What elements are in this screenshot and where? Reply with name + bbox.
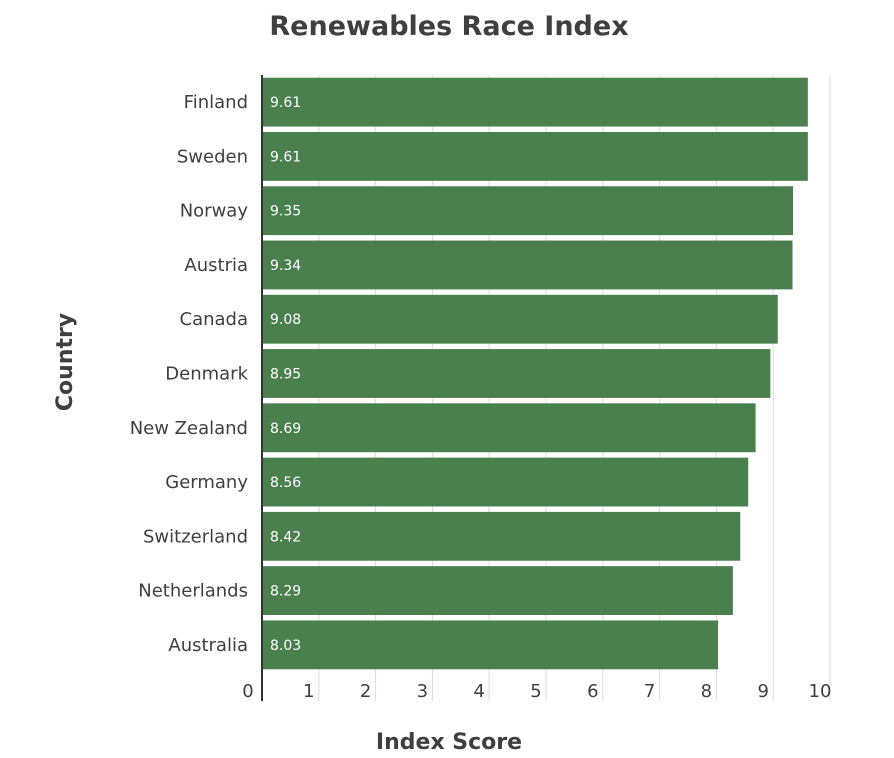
- x-tick-label: 6: [587, 681, 598, 702]
- bar: [262, 457, 749, 507]
- bars: 9.61 9.61 9.35 9.34 9.08 8.95 8.69 8.56 8.42 8.29…: [262, 77, 808, 670]
- bar: [262, 186, 794, 236]
- category-label: Netherlands: [138, 581, 248, 602]
- data-label: 9.61: [270, 95, 301, 111]
- bar: [262, 77, 808, 127]
- data-label: 8.56: [270, 475, 301, 491]
- y-axis-title: Country: [53, 313, 78, 411]
- x-axis-title: Index Score: [376, 730, 522, 755]
- category-label: Canada: [180, 309, 249, 330]
- data-label: 9.35: [270, 204, 301, 220]
- category-label: Finland: [184, 92, 248, 113]
- category-label: Australia: [168, 635, 248, 656]
- bar: [262, 403, 756, 453]
- x-tick-label: 9: [757, 681, 768, 702]
- category-label: Sweden: [177, 146, 248, 167]
- x-tick-label: 4: [473, 681, 484, 702]
- data-label: 8.69: [270, 421, 301, 437]
- x-tick-label: 5: [530, 681, 541, 702]
- x-tick-label: 8: [701, 681, 712, 702]
- bar: [262, 511, 741, 561]
- data-label: 8.95: [270, 367, 301, 383]
- bar: [262, 349, 771, 398]
- bar: [262, 240, 793, 290]
- bar: [262, 131, 808, 181]
- data-label: 8.42: [270, 529, 301, 545]
- x-tick-labels: 0 1 2 3 4 5 6 7 8 9 10: [242, 681, 831, 702]
- category-labels: Finland Sweden Norway Austria Canada Denmark N…: [130, 92, 249, 656]
- bar: [262, 620, 719, 670]
- chart-title: Renewables Race Index: [269, 11, 628, 42]
- x-tick-label: 7: [644, 681, 655, 702]
- category-label: New Zealand: [130, 418, 248, 439]
- category-label: Austria: [184, 255, 248, 276]
- category-label: Norway: [180, 201, 249, 222]
- data-label: 9.34: [270, 258, 301, 274]
- data-label: 9.08: [270, 312, 301, 328]
- data-label: 8.29: [270, 584, 301, 600]
- x-tick-label: 2: [360, 681, 371, 702]
- category-label: Germany: [165, 472, 248, 493]
- x-tick-label: 3: [417, 681, 428, 702]
- data-label: 9.61: [270, 149, 301, 165]
- bar: [262, 566, 733, 616]
- x-tick-label: 0: [242, 681, 253, 702]
- category-label: Switzerland: [143, 526, 248, 547]
- category-label: Denmark: [165, 364, 248, 385]
- x-tick-label: 10: [809, 681, 832, 702]
- data-label: 8.03: [270, 638, 301, 654]
- x-tick-label: 1: [303, 681, 314, 702]
- bar: [262, 294, 778, 344]
